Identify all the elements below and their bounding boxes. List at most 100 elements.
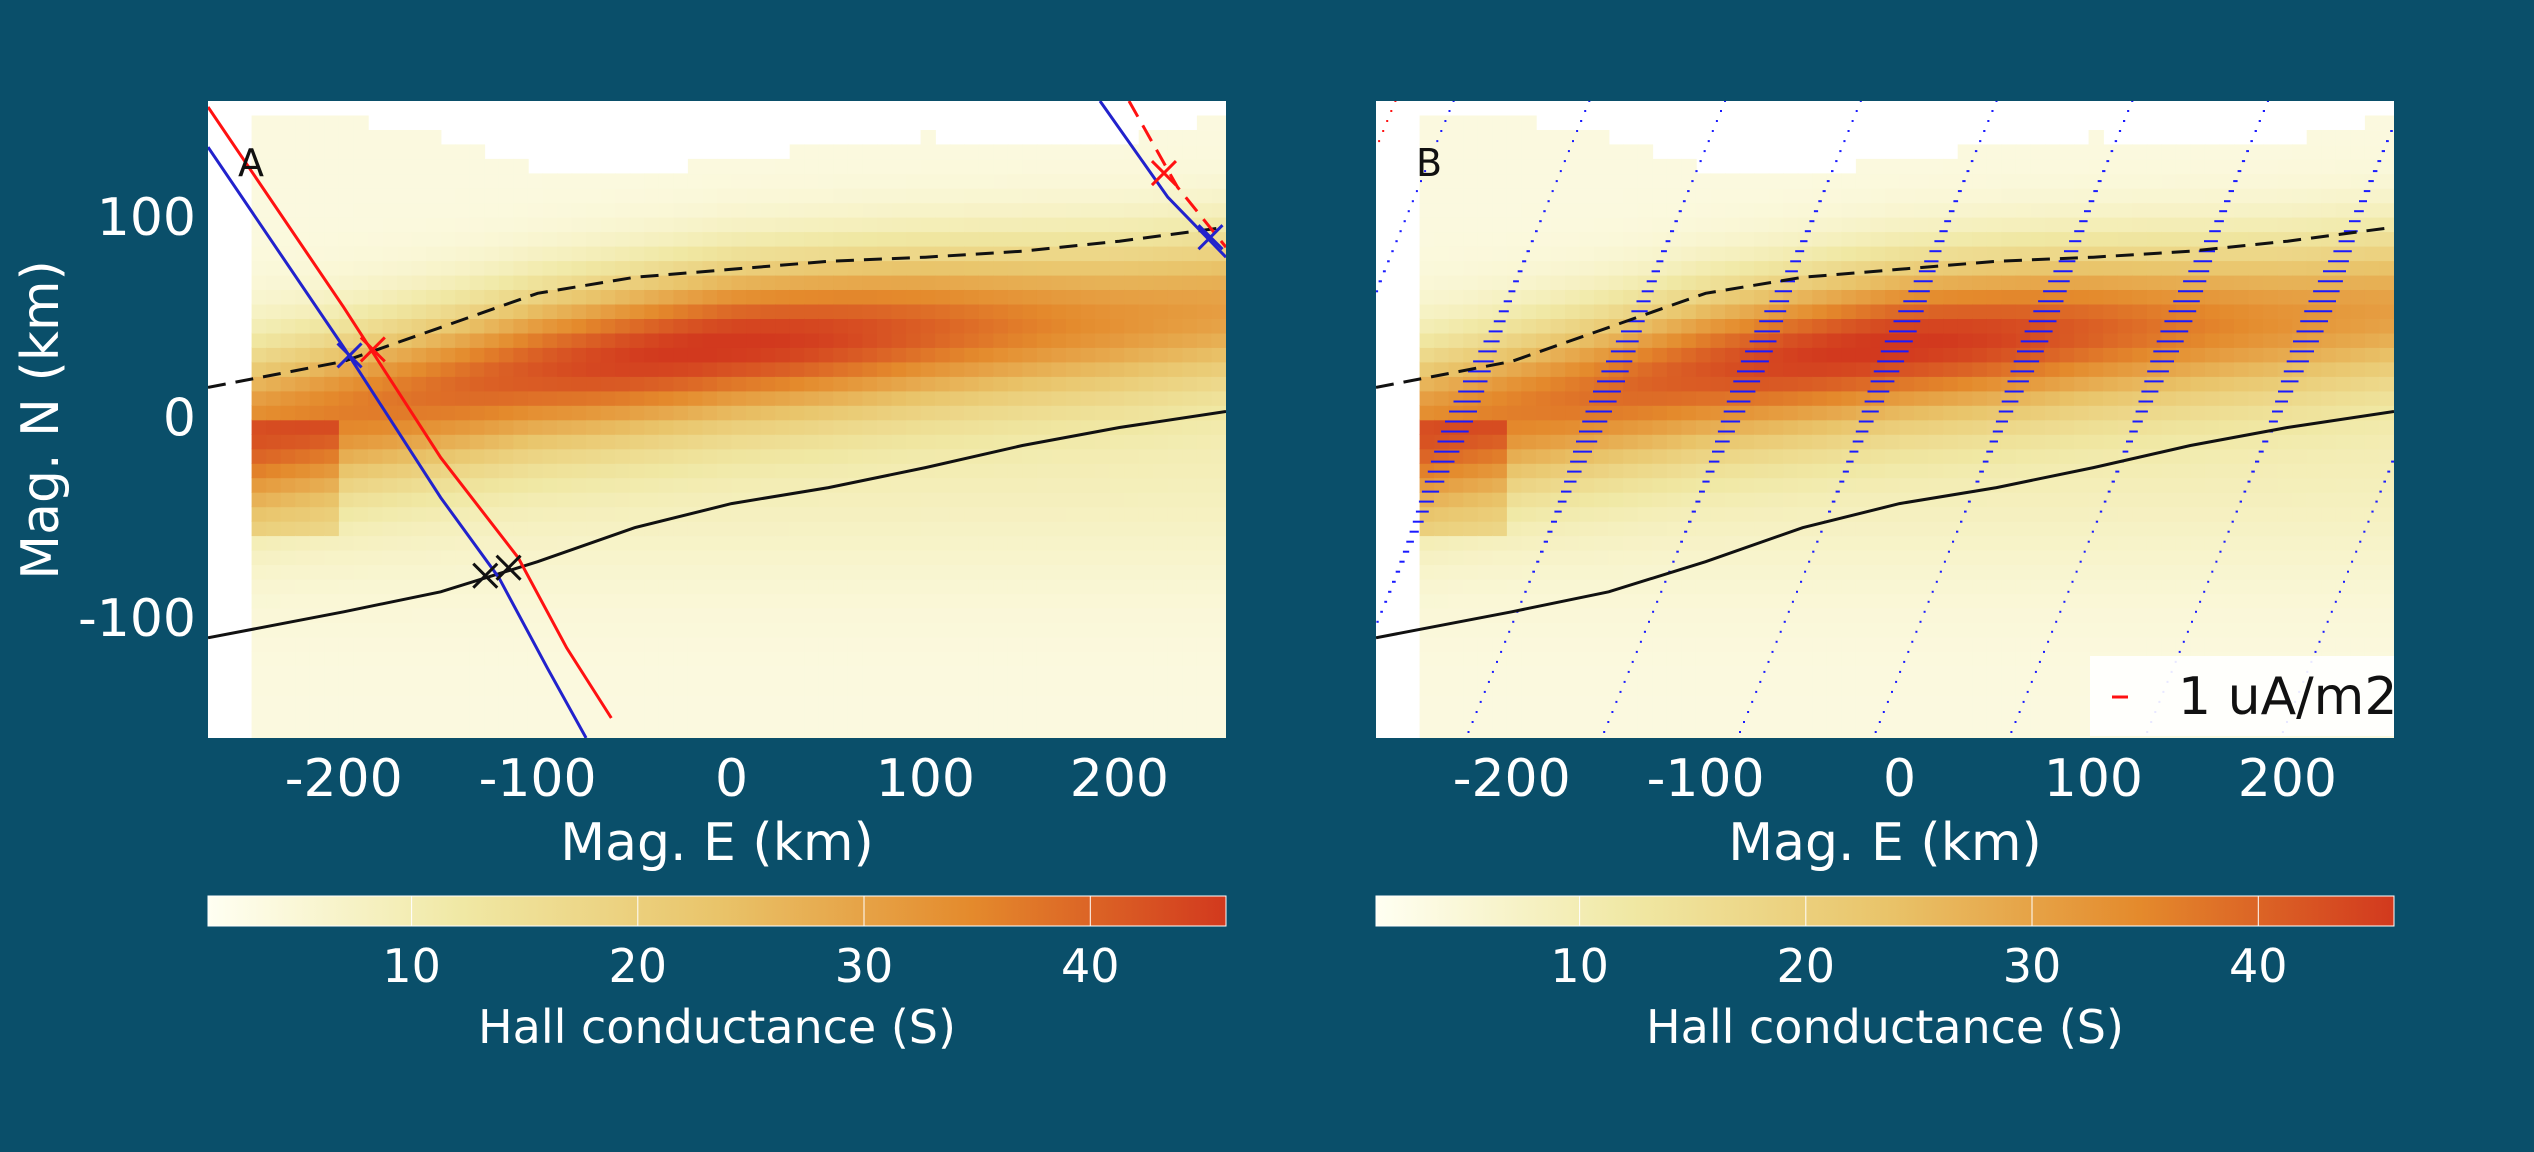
heatmap-cell bbox=[498, 491, 515, 508]
heatmap-cell bbox=[469, 419, 486, 435]
heatmap-cell bbox=[1095, 216, 1111, 233]
heatmap-cell bbox=[586, 361, 602, 377]
heatmap-cell bbox=[818, 332, 835, 348]
heatmap-cell bbox=[2132, 202, 2148, 218]
heatmap-cell bbox=[2190, 419, 2206, 435]
heatmap-cell bbox=[673, 434, 689, 450]
heatmap-cell bbox=[1957, 636, 1973, 652]
heatmap-cell bbox=[1124, 274, 1140, 290]
heatmap-cell bbox=[368, 607, 384, 623]
heatmap-cell bbox=[513, 448, 529, 464]
heatmap-cell bbox=[440, 390, 456, 406]
heatmap-cell bbox=[1710, 506, 1726, 522]
heatmap-cell bbox=[513, 651, 529, 667]
heatmap-cell bbox=[1666, 723, 1683, 738]
heatmap-cell bbox=[789, 549, 805, 566]
heatmap-cell bbox=[1957, 332, 1973, 348]
heatmap-cell bbox=[1211, 622, 1226, 638]
heatmap-cell bbox=[2190, 274, 2206, 290]
heatmap-cell bbox=[1007, 245, 1024, 262]
heatmap-cell bbox=[295, 144, 311, 160]
heatmap-cell bbox=[847, 347, 864, 363]
heatmap-cell bbox=[1167, 636, 1184, 652]
heatmap-cell bbox=[1153, 231, 1169, 247]
heatmap-cell bbox=[847, 187, 864, 204]
heatmap-cell bbox=[586, 303, 602, 319]
heatmap-cell bbox=[1080, 158, 1096, 175]
heatmap-cell bbox=[1783, 448, 1799, 464]
heatmap-cell bbox=[1812, 274, 1828, 290]
heatmap-cell bbox=[1448, 130, 1464, 146]
heatmap-cell bbox=[1928, 419, 1944, 435]
heatmap-cell bbox=[353, 462, 369, 479]
heatmap-cell bbox=[513, 491, 529, 508]
heatmap-cell bbox=[397, 477, 413, 493]
heatmap-cell bbox=[1899, 231, 1915, 247]
heatmap-cell bbox=[1637, 144, 1654, 160]
heatmap-cell bbox=[2030, 549, 2046, 566]
heatmap-cell bbox=[455, 144, 471, 160]
heatmap-cell bbox=[949, 709, 965, 725]
heatmap-cell bbox=[1124, 520, 1140, 537]
heatmap-cell bbox=[629, 405, 645, 421]
heatmap-cell bbox=[1196, 680, 1213, 696]
heatmap-cell bbox=[862, 622, 878, 638]
heatmap-cell bbox=[338, 144, 355, 160]
heatmap-cell bbox=[266, 158, 282, 175]
heatmap-cell bbox=[309, 462, 326, 479]
heatmap-cell bbox=[368, 130, 384, 146]
heatmap-cell bbox=[2001, 202, 2017, 218]
heatmap-cell bbox=[2030, 491, 2046, 508]
heatmap-cell bbox=[1652, 636, 1668, 652]
heatmap-cell bbox=[1972, 564, 1988, 580]
heatmap-cell bbox=[1463, 405, 1479, 421]
heatmap-cell bbox=[833, 434, 849, 450]
heatmap-cell bbox=[251, 651, 267, 667]
heatmap-cell bbox=[949, 549, 965, 566]
heatmap-cell bbox=[1051, 607, 1067, 623]
heatmap-cell bbox=[353, 680, 369, 696]
heatmap-cell bbox=[2088, 622, 2104, 638]
heatmap-cell bbox=[2132, 564, 2148, 580]
heatmap-cell bbox=[1066, 260, 1082, 276]
heatmap-cell bbox=[1885, 303, 1901, 319]
heatmap-cell bbox=[2146, 144, 2163, 160]
heatmap-cell bbox=[1196, 245, 1213, 262]
heatmap-cell bbox=[600, 216, 616, 233]
heatmap-cell bbox=[1138, 651, 1154, 667]
heatmap-cell bbox=[411, 549, 427, 566]
heatmap-cell bbox=[993, 723, 1009, 738]
heatmap-cell bbox=[1196, 303, 1213, 319]
heatmap-cell bbox=[2175, 578, 2192, 595]
heatmap-cell bbox=[1681, 651, 1697, 667]
heatmap-cell bbox=[687, 405, 704, 421]
heatmap-cell bbox=[1754, 477, 1770, 493]
heatmap-cell bbox=[789, 347, 805, 363]
heatmap-cell bbox=[847, 535, 864, 551]
heatmap-cell bbox=[1419, 390, 1435, 406]
heatmap-cell bbox=[1739, 622, 1755, 638]
heatmap-cell bbox=[2088, 434, 2104, 450]
heatmap-cell bbox=[1506, 216, 1523, 233]
heatmap-cell bbox=[964, 405, 980, 421]
heatmap-cell bbox=[251, 274, 267, 290]
heatmap-cell bbox=[833, 651, 849, 667]
heatmap-cell bbox=[2074, 245, 2090, 262]
heatmap-cell bbox=[309, 390, 326, 406]
heatmap-cell bbox=[1182, 607, 1198, 623]
heatmap-cell bbox=[338, 376, 355, 392]
heatmap-cell bbox=[1051, 491, 1067, 508]
heatmap-cell bbox=[1080, 506, 1096, 522]
heatmap-cell bbox=[2088, 332, 2104, 348]
heatmap-cell bbox=[498, 376, 515, 392]
heatmap-cell bbox=[804, 549, 820, 566]
heatmap-cell bbox=[1579, 245, 1595, 262]
heatmap-cell bbox=[1211, 361, 1226, 377]
heatmap-cell bbox=[411, 202, 427, 218]
heatmap-cell bbox=[542, 535, 558, 551]
heatmap-cell bbox=[949, 506, 965, 522]
heatmap-cell bbox=[295, 173, 311, 189]
heatmap-cell bbox=[382, 202, 398, 218]
heatmap-cell bbox=[978, 578, 995, 595]
